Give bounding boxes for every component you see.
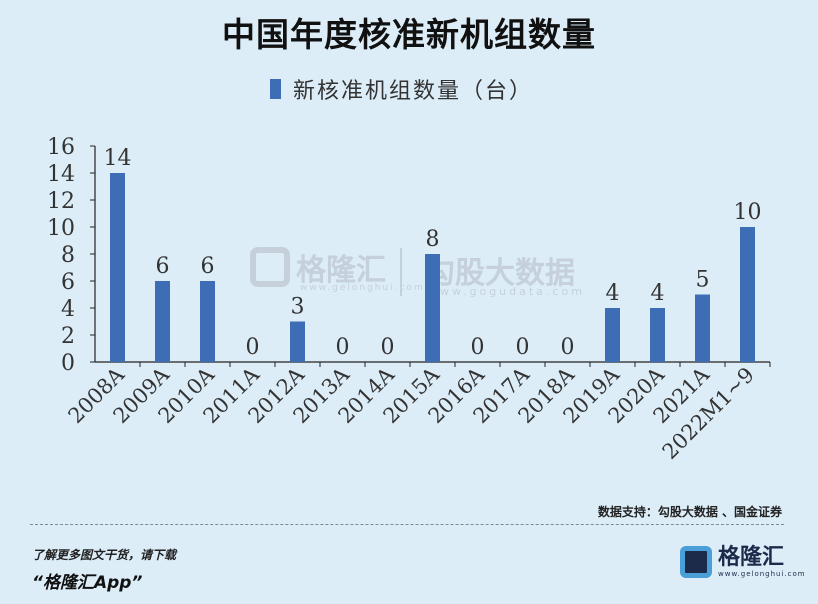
bar-value-label: 0: [561, 335, 575, 360]
brand-url: www.gelonghui.com: [718, 570, 806, 578]
watermark-brand2-url: www.gogudata.com: [428, 285, 585, 298]
y-tick-label: 10: [47, 216, 75, 241]
bar-value-label: 14: [104, 146, 132, 171]
bar-value-label: 0: [381, 335, 395, 360]
y-tick-label: 4: [61, 297, 75, 322]
bar: [110, 173, 125, 362]
bar-value-label: 0: [246, 335, 260, 360]
bar: [290, 321, 305, 362]
bar-value-label: 6: [156, 254, 170, 279]
bar: [650, 308, 665, 362]
bar: [605, 308, 620, 362]
watermark-brand2: 勾股大数据: [425, 256, 575, 291]
bar-value-label: 0: [336, 335, 350, 360]
y-tick-label: 14: [47, 162, 75, 187]
legend-label: 新核准机组数量（台）: [293, 79, 534, 104]
source-note: 数据支持：勾股大数据 、国金证券: [597, 505, 782, 519]
bar-value-label: 4: [606, 281, 620, 306]
bar-value-label: 0: [516, 335, 530, 360]
bar-value-label: 10: [734, 200, 762, 225]
footer-download-hint: 了解更多图文干货，请下载: [32, 548, 177, 562]
watermark-brand1: 格隆汇: [296, 253, 386, 288]
bar-value-label: 8: [426, 227, 440, 252]
bar-value-label: 6: [201, 254, 215, 279]
dashed-divider: [30, 524, 784, 525]
brand-name: 格隆汇: [718, 545, 785, 570]
y-tick-label: 12: [47, 189, 75, 214]
y-tick-label: 2: [61, 324, 75, 349]
bar: [155, 281, 170, 362]
bar-value-label: 3: [291, 295, 305, 320]
bar: [200, 281, 215, 362]
bar: [425, 254, 440, 362]
bar-value-label: 5: [696, 268, 710, 293]
y-tick-label: 8: [61, 243, 75, 268]
chart-title: 中国年度核准新机组数量: [222, 15, 596, 54]
bar: [695, 294, 710, 362]
watermark-brand1-url: www.gelonghui.com: [300, 283, 425, 293]
legend-swatch: [270, 79, 281, 99]
y-tick-label: 6: [61, 270, 75, 295]
y-tick-label: 16: [47, 135, 75, 160]
watermark-logo-icon: [250, 247, 290, 287]
bar: [740, 227, 755, 362]
legend: 新核准机组数量（台）: [270, 74, 533, 104]
bar-value-label: 4: [651, 281, 665, 306]
y-tick-label: 0: [61, 351, 75, 376]
brand-logo-icon: [680, 546, 712, 578]
footer-app-name: “格隆汇App”: [32, 573, 143, 593]
bar-value-label: 0: [471, 335, 485, 360]
brand-logo: 格隆汇 www.gelonghui.com: [680, 546, 806, 578]
watermark-separator: [400, 248, 402, 296]
watermark-gelonghui: 格隆汇 www.gelonghui.com: [250, 245, 423, 293]
